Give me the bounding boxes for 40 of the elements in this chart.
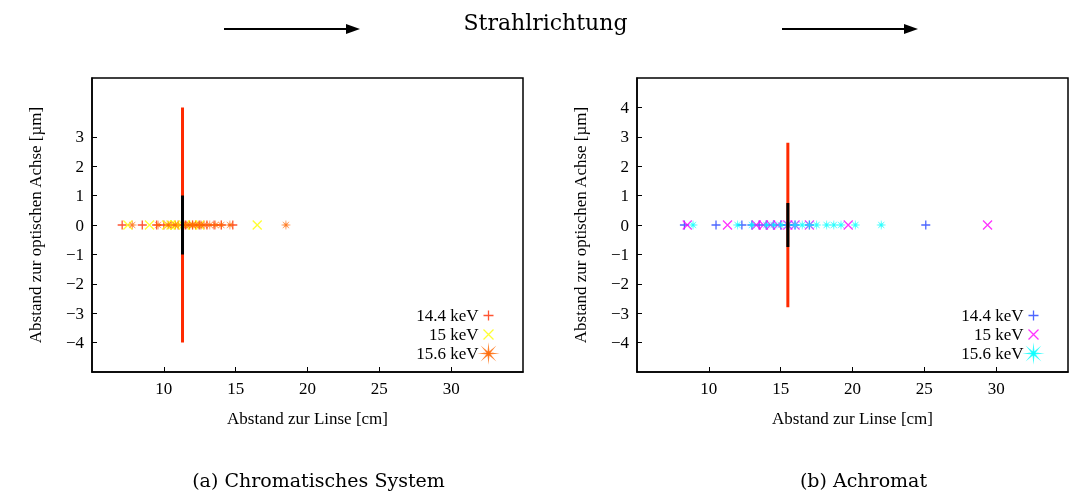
legend-label: 15 keV (428, 325, 480, 344)
y-tick-label: 4 (620, 97, 630, 117)
x-tick-label: 30 (987, 379, 1005, 398)
y-tick-label: −2 (65, 274, 84, 294)
x-tick-label: 20 (844, 379, 861, 398)
legend-label: 14.4 keV (961, 306, 1025, 325)
y-tick-label: 0 (620, 215, 629, 235)
y-tick-label: −3 (610, 303, 629, 323)
x-tick-label: 30 (442, 379, 460, 398)
x-tick-label: 10 (700, 379, 718, 398)
y-tick-label: 2 (75, 156, 84, 176)
x-tick-label: 15 (772, 379, 790, 398)
legend-label: 15.6 keV (416, 344, 480, 363)
y-tick-label: −4 (610, 333, 630, 353)
y-axis-title: Abstand zur optischen Achse [µm] (26, 106, 45, 344)
y-tick-label: 3 (620, 127, 629, 147)
text: (b) Achromat (798, 469, 929, 491)
y-tick-label: 1 (620, 186, 629, 206)
legend-label: 15 keV (973, 325, 1025, 344)
x-tick-label: 15 (227, 379, 245, 398)
y-tick-label: 2 (620, 156, 629, 176)
x-tick-label: 20 (299, 379, 316, 398)
x-axis-title: Abstand zur Linse [cm] (772, 409, 933, 428)
y-tick-label: −1 (610, 244, 629, 264)
legend-label: 14.4 keV (416, 306, 480, 325)
y-tick-label: −1 (65, 244, 84, 264)
y-tick-label: 0 (75, 215, 84, 235)
y-tick-label: 3 (75, 127, 84, 147)
y-tick-label: −2 (610, 274, 629, 294)
x-tick-label: 25 (915, 379, 933, 398)
x-tick-label: 25 (370, 379, 388, 398)
text: (a) Chromatisches System (191, 469, 446, 491)
x-tick-label: 10 (155, 379, 173, 398)
y-tick-label: −4 (65, 333, 85, 353)
x-axis-title: Abstand zur Linse [cm] (227, 409, 388, 428)
y-axis-title: Abstand zur optischen Achse [µm] (571, 106, 590, 344)
chart-title: Strahlrichtung (462, 10, 629, 35)
legend-label: 15.6 keV (961, 344, 1025, 363)
y-tick-label: 1 (75, 186, 84, 206)
y-tick-label: −3 (65, 303, 84, 323)
